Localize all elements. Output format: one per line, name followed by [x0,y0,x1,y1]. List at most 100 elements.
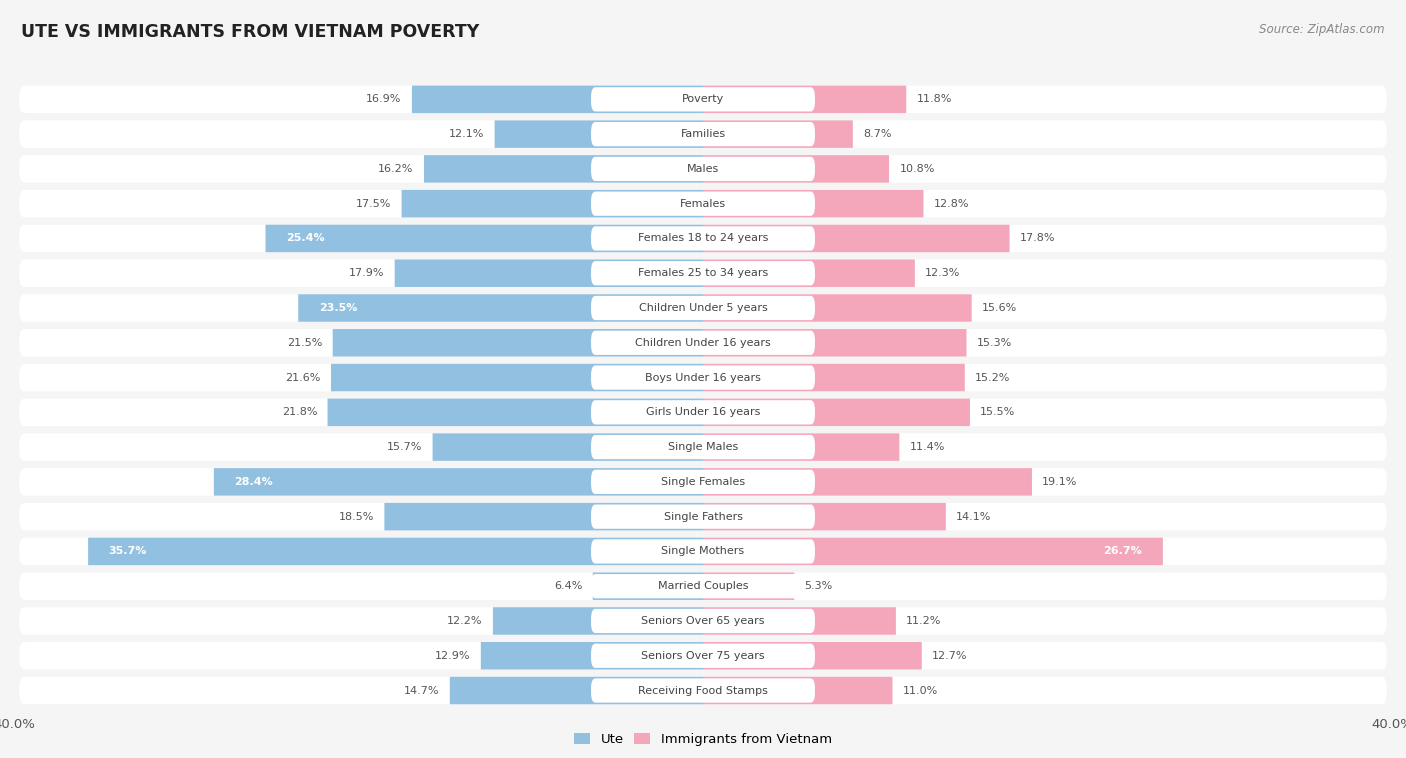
Text: 16.9%: 16.9% [366,94,402,105]
Text: 5.3%: 5.3% [804,581,832,591]
FancyBboxPatch shape [591,644,815,668]
Text: Males: Males [688,164,718,174]
FancyBboxPatch shape [703,329,966,356]
FancyBboxPatch shape [214,468,703,496]
FancyBboxPatch shape [20,86,1386,113]
FancyBboxPatch shape [591,192,815,216]
FancyBboxPatch shape [591,157,815,181]
FancyBboxPatch shape [20,503,1386,531]
FancyBboxPatch shape [20,434,1386,461]
FancyBboxPatch shape [703,607,896,634]
Text: 15.3%: 15.3% [977,338,1012,348]
FancyBboxPatch shape [384,503,703,531]
FancyBboxPatch shape [20,224,1386,252]
FancyBboxPatch shape [330,364,703,391]
FancyBboxPatch shape [20,642,1386,669]
Text: 18.5%: 18.5% [339,512,374,522]
FancyBboxPatch shape [20,190,1386,218]
FancyBboxPatch shape [20,399,1386,426]
FancyBboxPatch shape [412,86,703,113]
Text: 8.7%: 8.7% [863,129,891,139]
Text: Children Under 16 years: Children Under 16 years [636,338,770,348]
FancyBboxPatch shape [703,503,946,531]
Text: 15.2%: 15.2% [976,372,1011,383]
Text: 26.7%: 26.7% [1104,547,1142,556]
Text: Single Fathers: Single Fathers [664,512,742,522]
FancyBboxPatch shape [395,259,703,287]
Text: 21.8%: 21.8% [281,407,318,418]
Legend: Ute, Immigrants from Vietnam: Ute, Immigrants from Vietnam [569,728,837,751]
Text: 17.5%: 17.5% [356,199,391,208]
FancyBboxPatch shape [703,259,915,287]
Text: 17.9%: 17.9% [349,268,384,278]
FancyBboxPatch shape [20,572,1386,600]
FancyBboxPatch shape [703,121,853,148]
Text: 12.7%: 12.7% [932,651,967,661]
FancyBboxPatch shape [703,434,900,461]
Text: Receiving Food Stamps: Receiving Food Stamps [638,685,768,696]
Text: 11.2%: 11.2% [907,616,942,626]
FancyBboxPatch shape [703,155,889,183]
Text: Single Females: Single Females [661,477,745,487]
FancyBboxPatch shape [591,609,815,633]
FancyBboxPatch shape [591,678,815,703]
Text: Boys Under 16 years: Boys Under 16 years [645,372,761,383]
Text: 10.8%: 10.8% [900,164,935,174]
FancyBboxPatch shape [703,364,965,391]
FancyBboxPatch shape [593,572,703,600]
FancyBboxPatch shape [298,294,703,321]
FancyBboxPatch shape [591,261,815,285]
Text: 15.6%: 15.6% [981,303,1018,313]
FancyBboxPatch shape [591,296,815,320]
Text: Seniors Over 65 years: Seniors Over 65 years [641,616,765,626]
FancyBboxPatch shape [20,155,1386,183]
FancyBboxPatch shape [333,329,703,356]
Text: 15.7%: 15.7% [387,442,422,452]
FancyBboxPatch shape [591,122,815,146]
Text: Children Under 5 years: Children Under 5 years [638,303,768,313]
Text: 21.5%: 21.5% [287,338,322,348]
FancyBboxPatch shape [591,400,815,424]
Text: UTE VS IMMIGRANTS FROM VIETNAM POVERTY: UTE VS IMMIGRANTS FROM VIETNAM POVERTY [21,23,479,41]
FancyBboxPatch shape [703,86,907,113]
Text: 14.1%: 14.1% [956,512,991,522]
Text: Females 18 to 24 years: Females 18 to 24 years [638,233,768,243]
FancyBboxPatch shape [20,121,1386,148]
FancyBboxPatch shape [591,539,815,563]
Text: 23.5%: 23.5% [319,303,357,313]
FancyBboxPatch shape [20,259,1386,287]
FancyBboxPatch shape [703,224,1010,252]
FancyBboxPatch shape [20,537,1386,565]
FancyBboxPatch shape [433,434,703,461]
FancyBboxPatch shape [402,190,703,218]
Text: 12.2%: 12.2% [447,616,482,626]
FancyBboxPatch shape [494,607,703,634]
Text: 25.4%: 25.4% [287,233,325,243]
FancyBboxPatch shape [89,537,703,565]
Text: 19.1%: 19.1% [1042,477,1077,487]
FancyBboxPatch shape [703,190,924,218]
FancyBboxPatch shape [425,155,703,183]
FancyBboxPatch shape [20,677,1386,704]
Text: 12.3%: 12.3% [925,268,960,278]
Text: Poverty: Poverty [682,94,724,105]
FancyBboxPatch shape [703,537,1163,565]
FancyBboxPatch shape [591,574,815,598]
Text: Girls Under 16 years: Girls Under 16 years [645,407,761,418]
Text: 28.4%: 28.4% [235,477,273,487]
FancyBboxPatch shape [20,607,1386,634]
Text: Single Mothers: Single Mothers [661,547,745,556]
FancyBboxPatch shape [703,468,1032,496]
FancyBboxPatch shape [20,468,1386,496]
Text: Families: Families [681,129,725,139]
FancyBboxPatch shape [591,87,815,111]
FancyBboxPatch shape [20,294,1386,321]
Text: 12.9%: 12.9% [434,651,471,661]
FancyBboxPatch shape [591,470,815,494]
Text: 15.5%: 15.5% [980,407,1015,418]
Text: Females: Females [681,199,725,208]
FancyBboxPatch shape [328,399,703,426]
Text: 12.1%: 12.1% [449,129,484,139]
FancyBboxPatch shape [591,505,815,529]
Text: 12.8%: 12.8% [934,199,969,208]
